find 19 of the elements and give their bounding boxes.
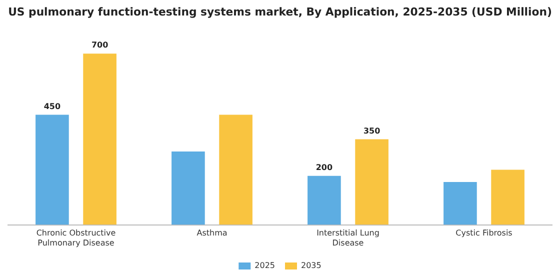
legend-label: 2025 (254, 261, 275, 270)
data-label: 350 (363, 126, 381, 136)
x-tick-label: Cystic Fibrosis (456, 228, 512, 238)
x-tick-label: Asthma (196, 228, 228, 238)
data-label: 700 (91, 40, 109, 50)
bar (172, 151, 205, 225)
data-label: 200 (316, 162, 333, 172)
chart-title: US pulmonary function-testing systems market, By Application, 2025-2035 (USD Million) (8, 5, 552, 18)
bar (36, 114, 69, 225)
x-tick-label: Interstitial Lung Disease (316, 228, 380, 248)
bar (444, 182, 477, 225)
bar (219, 114, 252, 225)
bar (308, 176, 341, 225)
legend-label: 2035 (301, 261, 322, 270)
x-tick-label: Chronic Obstructive Pulmonary Disease (36, 228, 116, 248)
bar (355, 139, 388, 225)
bar (83, 54, 116, 225)
bar (491, 170, 524, 225)
data-label: 450 (44, 102, 61, 111)
